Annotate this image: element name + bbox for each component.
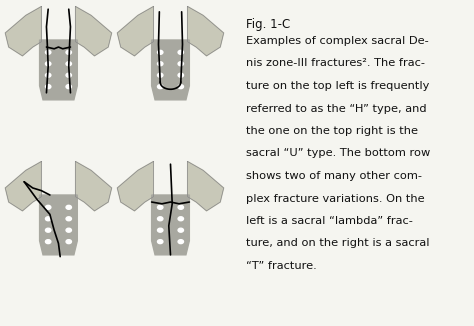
Ellipse shape [66, 228, 72, 232]
Ellipse shape [46, 240, 51, 244]
Polygon shape [152, 195, 189, 255]
Polygon shape [188, 162, 224, 211]
Ellipse shape [46, 50, 51, 54]
Text: shows two of many other com-: shows two of many other com- [246, 171, 421, 181]
Polygon shape [40, 195, 77, 255]
Ellipse shape [178, 85, 183, 89]
Ellipse shape [178, 240, 183, 244]
Ellipse shape [178, 62, 183, 66]
Ellipse shape [66, 85, 72, 89]
Ellipse shape [46, 85, 51, 89]
Ellipse shape [66, 73, 72, 77]
Ellipse shape [178, 217, 183, 221]
Ellipse shape [157, 85, 163, 89]
Text: ture on the top left is frequently: ture on the top left is frequently [246, 81, 429, 91]
Ellipse shape [178, 73, 183, 77]
Ellipse shape [66, 62, 72, 66]
Ellipse shape [157, 50, 163, 54]
Polygon shape [5, 7, 41, 56]
Ellipse shape [66, 205, 72, 209]
Ellipse shape [46, 217, 51, 221]
Ellipse shape [178, 205, 183, 209]
Ellipse shape [66, 50, 72, 54]
Text: nis zone-III fractures². The frac-: nis zone-III fractures². The frac- [246, 58, 425, 68]
Ellipse shape [178, 228, 183, 232]
Ellipse shape [157, 73, 163, 77]
Ellipse shape [46, 205, 51, 209]
Ellipse shape [46, 228, 51, 232]
Text: Examples of complex sacral De-: Examples of complex sacral De- [246, 36, 428, 46]
Polygon shape [40, 40, 77, 100]
Text: left is a sacral “lambda” frac-: left is a sacral “lambda” frac- [246, 216, 412, 226]
Ellipse shape [66, 217, 72, 221]
Polygon shape [188, 7, 224, 56]
Text: ture, and on the right is a sacral: ture, and on the right is a sacral [246, 239, 429, 248]
Polygon shape [118, 7, 154, 56]
Text: “T” fracture.: “T” fracture. [246, 261, 316, 271]
Ellipse shape [157, 240, 163, 244]
Ellipse shape [66, 240, 72, 244]
Text: Fig. 1-C: Fig. 1-C [246, 18, 290, 31]
Ellipse shape [157, 205, 163, 209]
Ellipse shape [157, 228, 163, 232]
Polygon shape [75, 7, 111, 56]
Polygon shape [75, 162, 111, 211]
Polygon shape [152, 40, 189, 100]
Text: plex fracture variations. On the: plex fracture variations. On the [246, 194, 424, 203]
Ellipse shape [46, 62, 51, 66]
Polygon shape [5, 162, 41, 211]
Polygon shape [118, 162, 154, 211]
Ellipse shape [157, 62, 163, 66]
Ellipse shape [157, 217, 163, 221]
Ellipse shape [46, 73, 51, 77]
Text: referred to as the “H” type, and: referred to as the “H” type, and [246, 103, 426, 113]
Text: the one on the top right is the: the one on the top right is the [246, 126, 418, 136]
Text: sacral “U” type. The bottom row: sacral “U” type. The bottom row [246, 149, 430, 158]
Ellipse shape [178, 50, 183, 54]
